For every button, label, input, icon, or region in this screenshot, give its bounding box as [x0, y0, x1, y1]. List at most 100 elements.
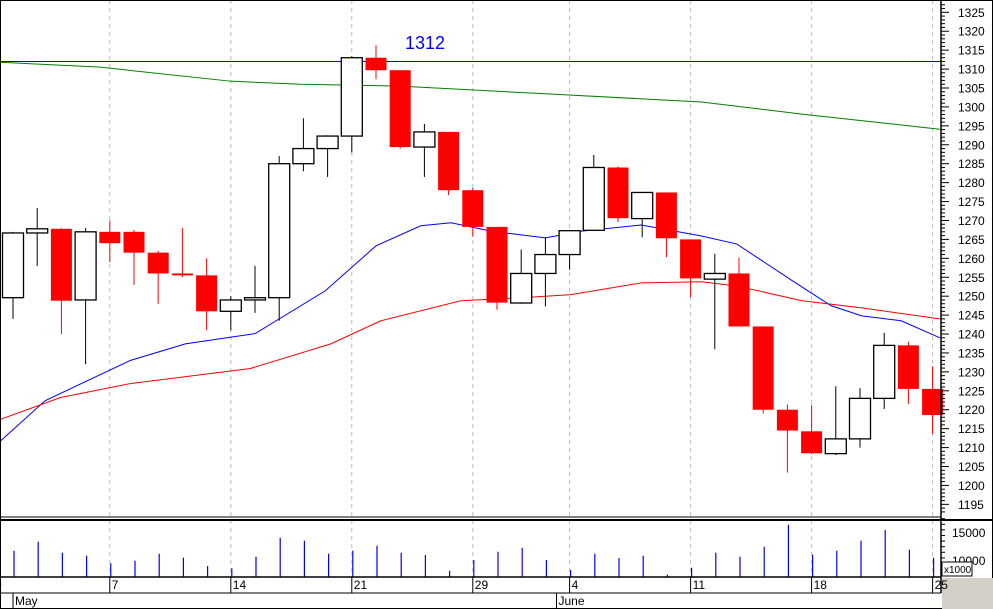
candle-body — [171, 273, 193, 276]
candle-body — [389, 70, 411, 148]
candle-body — [752, 326, 774, 410]
candle-up — [873, 332, 896, 409]
price-tick-label: 1295 — [958, 119, 985, 133]
date-tick-label: 18 — [814, 578, 828, 592]
price-tick-label: 1225 — [958, 384, 985, 398]
candle-down — [922, 366, 944, 434]
candle-body — [243, 297, 267, 301]
candle-body — [680, 239, 702, 279]
date-axis: 0 7 14 21 29 4 11 18 25 May June — [0, 577, 948, 609]
candle-up — [292, 118, 315, 172]
candle-down — [897, 341, 919, 405]
volume-unit-label: x1000 — [944, 565, 972, 576]
candle-down — [776, 404, 798, 473]
candle-body — [607, 167, 629, 219]
candle-body — [848, 397, 872, 440]
candle-body — [462, 190, 484, 227]
price-tick-label: 1270 — [958, 214, 985, 228]
candle-body — [340, 57, 363, 137]
candle-up — [316, 135, 339, 177]
month-label: May — [15, 594, 38, 608]
candle-up — [413, 123, 436, 177]
candle-body — [26, 228, 49, 234]
date-tick-label: 11 — [693, 578, 706, 592]
volume-bars — [13, 524, 935, 577]
candle-body — [74, 231, 97, 301]
price-axis: 1195 1200 1205 1210 1215 1220 1225 1230 1235 1240… — [941, 4, 985, 513]
price-tick-label: 1305 — [958, 82, 985, 96]
candle-up — [558, 229, 581, 270]
price-tick-label: 1285 — [958, 157, 985, 171]
candle-body — [728, 273, 750, 327]
candle-body — [99, 231, 121, 244]
price-tick-label: 1205 — [958, 460, 985, 474]
candle-body — [365, 57, 387, 71]
price-tick-label: 1275 — [958, 195, 985, 209]
candle-body — [123, 231, 145, 253]
price-tick-label: 1210 — [958, 441, 985, 455]
date-tick-label: 29 — [475, 578, 489, 592]
candle-down — [365, 45, 387, 80]
date-tick-label: 0 — [0, 578, 2, 592]
price-tick-label: 1255 — [958, 271, 985, 285]
price-tick-label: 1200 — [958, 479, 985, 493]
price-tick-label: 1235 — [958, 346, 985, 360]
candle-body — [413, 131, 436, 148]
price-tick-label: 1260 — [958, 252, 985, 266]
price-tick-label: 1220 — [958, 403, 985, 417]
date-tick-label: 7 — [112, 578, 119, 592]
candle-up — [534, 237, 557, 307]
candle-body — [147, 252, 169, 274]
candle-body — [922, 388, 944, 416]
candle-body — [486, 226, 508, 303]
candle-body — [558, 230, 581, 256]
price-tick-label: 1240 — [958, 328, 985, 342]
candle-body — [510, 272, 533, 304]
candle-body — [703, 272, 726, 280]
candle-up — [510, 249, 533, 304]
candle-down — [99, 220, 121, 263]
price-tick-label: 1250 — [958, 290, 985, 304]
candle-body — [873, 344, 896, 400]
candle-down — [123, 229, 145, 285]
candle-up — [824, 386, 847, 456]
candle-up — [703, 253, 726, 350]
volume-unit-box — [941, 561, 973, 577]
candle-body — [824, 438, 847, 455]
candle-down — [438, 131, 460, 196]
candle-down — [655, 192, 677, 258]
price-tick-label: 1320 — [958, 25, 985, 39]
candle-down — [147, 250, 169, 304]
price-tick-label: 1315 — [958, 44, 985, 58]
volume-tick-label: 15000 — [952, 526, 986, 540]
candle-up — [1, 231, 25, 319]
moving-average-line — [0, 281, 940, 421]
candle-up — [74, 228, 97, 365]
candle-body — [534, 253, 557, 275]
candle-body — [1, 232, 25, 299]
price-tick-label: 1280 — [958, 176, 985, 190]
date-tick-label: 4 — [572, 578, 579, 592]
candle-body — [316, 135, 339, 150]
date-tick-label: 21 — [354, 578, 368, 592]
price-tick-label: 1215 — [958, 422, 985, 436]
candle-body — [631, 191, 654, 220]
candle-body — [438, 131, 460, 191]
candle-body — [655, 192, 677, 239]
moving-average-line — [0, 61, 940, 130]
candle-down — [50, 228, 72, 335]
candle-body — [776, 409, 798, 431]
price-tick-label: 1195 — [958, 498, 984, 512]
candle-up — [243, 265, 267, 313]
candle-up — [26, 207, 49, 266]
candle-down — [196, 258, 218, 331]
candle-body — [196, 275, 218, 312]
candle-up — [582, 154, 605, 231]
candle-up — [848, 388, 872, 448]
date-tick-label: 14 — [233, 578, 247, 592]
price-tick-label: 1265 — [958, 233, 985, 247]
candle-down — [486, 226, 508, 310]
